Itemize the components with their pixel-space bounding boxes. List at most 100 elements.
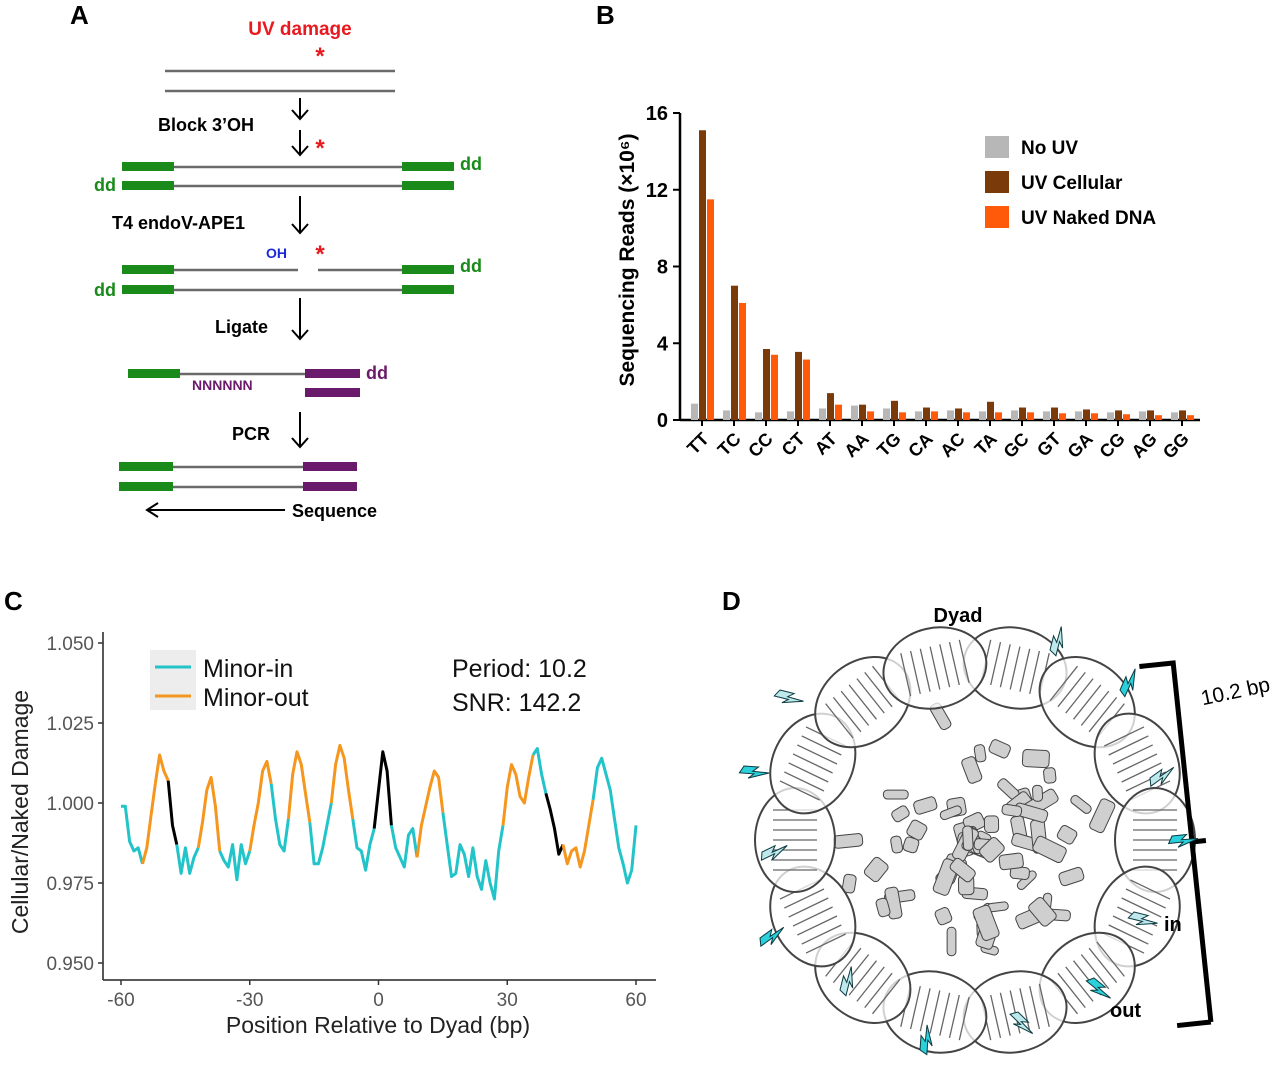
c-y-tick-label: 0.950 [46, 954, 94, 975]
c-line-segment [415, 769, 445, 858]
b-x-tick-label: CG [1096, 429, 1129, 462]
dna-base-pair [1080, 690, 1110, 726]
c-y-tick-label: 1.050 [46, 634, 94, 655]
c-period: Period: 10.2 [452, 655, 587, 683]
dna-base-pair [1029, 650, 1041, 695]
dd-label: dd [366, 363, 388, 383]
b-bar-uv-naked-dna [867, 411, 874, 420]
damage-bolt-in [1127, 911, 1158, 926]
b-bar-no-uv [1043, 411, 1050, 420]
adapter-green [402, 181, 454, 190]
out-label: out [1110, 1000, 1141, 1022]
b-bar-uv-cellular [1083, 409, 1090, 420]
b-bar-no-uv [883, 408, 890, 420]
dna-base-pair [1019, 988, 1031, 1032]
adapter-green [119, 462, 173, 471]
adapter-green [122, 162, 174, 171]
dna-base-pair [919, 648, 931, 692]
dna-base-pair [1019, 648, 1031, 692]
dna-base-pair [1080, 954, 1110, 990]
adapter-green [128, 369, 180, 378]
histone-helix [1032, 784, 1044, 802]
histone-core [832, 702, 1116, 957]
dna-base-pair [832, 947, 862, 984]
histone-helix [961, 756, 983, 784]
panel-label-c: C [4, 586, 23, 616]
c-line-segment [175, 844, 200, 875]
c-line-segment [141, 783, 157, 865]
dna-base-pair [900, 653, 912, 697]
b-bar-uv-naked-dna [803, 359, 810, 420]
adapter-purple [305, 388, 360, 397]
dna-base-pair [848, 960, 878, 996]
in-label: in [1164, 914, 1182, 936]
step-block-3oh: Block 3’OH [158, 115, 254, 135]
dna-base-pair [1049, 665, 1079, 702]
adapter-green [122, 285, 174, 294]
c-legend-key-bg [150, 650, 196, 710]
histone-helix [1056, 824, 1078, 845]
histone-helix [1028, 896, 1057, 927]
panel-label-d: D [722, 586, 741, 616]
dna-base-pair [797, 915, 838, 936]
histone-helix [1043, 767, 1057, 784]
b-bar-no-uv [1139, 411, 1146, 420]
dna-base-pair [1130, 879, 1171, 900]
c-line-segment [121, 804, 144, 865]
dna-base-pair [840, 690, 870, 726]
histone-helix [913, 796, 938, 815]
dna-base-pair [939, 644, 951, 688]
c-line-segment [153, 753, 170, 785]
c-line-segment [248, 759, 273, 852]
dna-base-pair [864, 972, 893, 1009]
dna-base-pair [825, 703, 854, 739]
c-legend: Minor-in Minor-out [150, 650, 309, 712]
dna-base-pair [909, 650, 921, 695]
b-bar-uv-cellular [891, 400, 898, 420]
b-bar-uv-naked-dna [1091, 413, 1098, 420]
dna-base-pair [805, 933, 846, 954]
c-y-tick-label: 1.025 [46, 714, 94, 735]
c-line-segment [501, 754, 535, 826]
histone-helix [882, 789, 909, 800]
damage-bolt-out [1085, 977, 1111, 999]
b-legend-label: UV Cellular [1021, 173, 1123, 194]
c-y-tick-label: 1.000 [46, 794, 94, 815]
dna-base-pair [1108, 735, 1149, 756]
damage-bolts [738, 626, 1199, 1056]
dna-base-pair [792, 906, 833, 927]
histone-helix [1001, 803, 1023, 818]
dna-base-pair [1112, 744, 1153, 765]
dd-label: dd [460, 256, 482, 276]
panel-label-a: A [70, 0, 89, 30]
histone-helix [1070, 794, 1092, 814]
b-x-tick-label: TA [971, 429, 1001, 459]
dna-base-pair [1117, 753, 1158, 774]
b-bar-uv-cellular [763, 349, 770, 420]
c-snr: SNR: 142.2 [452, 689, 581, 717]
dna-base-pair [788, 762, 829, 783]
b-bar-uv-naked-dna [995, 412, 1002, 420]
dyad-label: Dyad [934, 605, 983, 627]
random-n-label: NNNNNN [192, 377, 253, 393]
c-legend-minor-in: Minor-in [203, 655, 293, 683]
b-x-tick-label: TG [873, 429, 905, 461]
adapter-purple [303, 482, 357, 491]
adapter-green [122, 265, 174, 274]
step-ligate: Ligate [215, 317, 268, 337]
b-bar-uv-naked-dna [963, 412, 970, 420]
histone-helix [1058, 866, 1085, 887]
dna-base-pair [1088, 696, 1118, 733]
histone-helix [902, 836, 920, 854]
b-legend-swatch [985, 171, 1009, 193]
damage-bolt-in [839, 966, 854, 997]
histone-helix [972, 904, 1000, 941]
b-bar-uv-naked-dna [931, 411, 938, 420]
b-x-tick-label: AT [811, 429, 841, 459]
dna-base-pair [1125, 888, 1166, 909]
histone-helix [906, 819, 928, 841]
b-bar-no-uv [851, 405, 858, 420]
histone-helix [988, 739, 1011, 759]
damage-star-1: * [315, 43, 325, 70]
